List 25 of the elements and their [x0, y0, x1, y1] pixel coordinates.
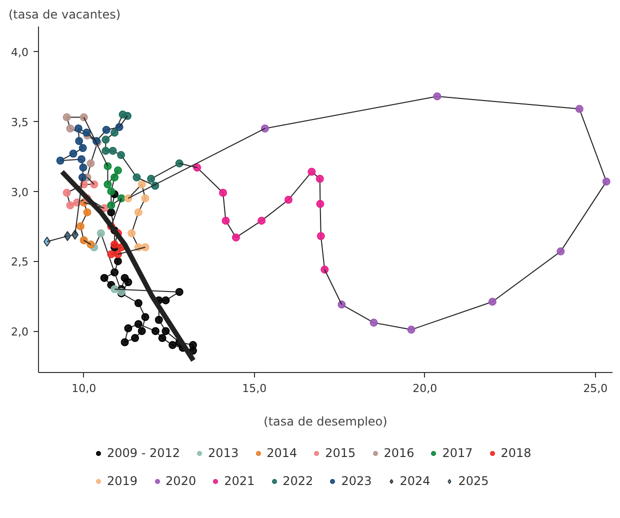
x-tick-label: 25,0	[583, 382, 608, 395]
y-tick-label: 2,5	[11, 256, 29, 269]
legend-label: 2014	[266, 446, 298, 460]
legend-label: 2017	[442, 446, 473, 460]
legend-label: 2015	[325, 446, 356, 460]
legend-label: 2018	[500, 446, 532, 460]
legend-label: 2019	[107, 474, 138, 488]
legend-label: 2009 - 2012	[107, 446, 180, 460]
y-axis-title: (tasa de vacantes)	[8, 8, 121, 22]
legend-label: 2023	[341, 474, 372, 488]
y-tick-label: 4,0	[11, 46, 29, 60]
y-tick-label: 3,5	[11, 116, 29, 129]
legend-label: 2024	[400, 474, 430, 488]
legend-label: 2025	[458, 474, 489, 488]
x-axis-title: (tasa de desempleo)	[264, 414, 388, 428]
x-tick-label: 10,0	[72, 382, 96, 395]
legend-label: 2021	[224, 474, 255, 488]
x-tick-label: 20,0	[412, 382, 438, 395]
legend-label: 2016	[384, 446, 414, 460]
y-tick-label: 2,0	[11, 326, 29, 339]
legend-label: 2020	[166, 474, 196, 488]
legend-label: 2013	[208, 446, 239, 460]
x-tick-label: 15,0	[242, 382, 267, 395]
y-tick-label: 3,0	[11, 186, 29, 199]
legend-label: 2022	[282, 474, 314, 488]
